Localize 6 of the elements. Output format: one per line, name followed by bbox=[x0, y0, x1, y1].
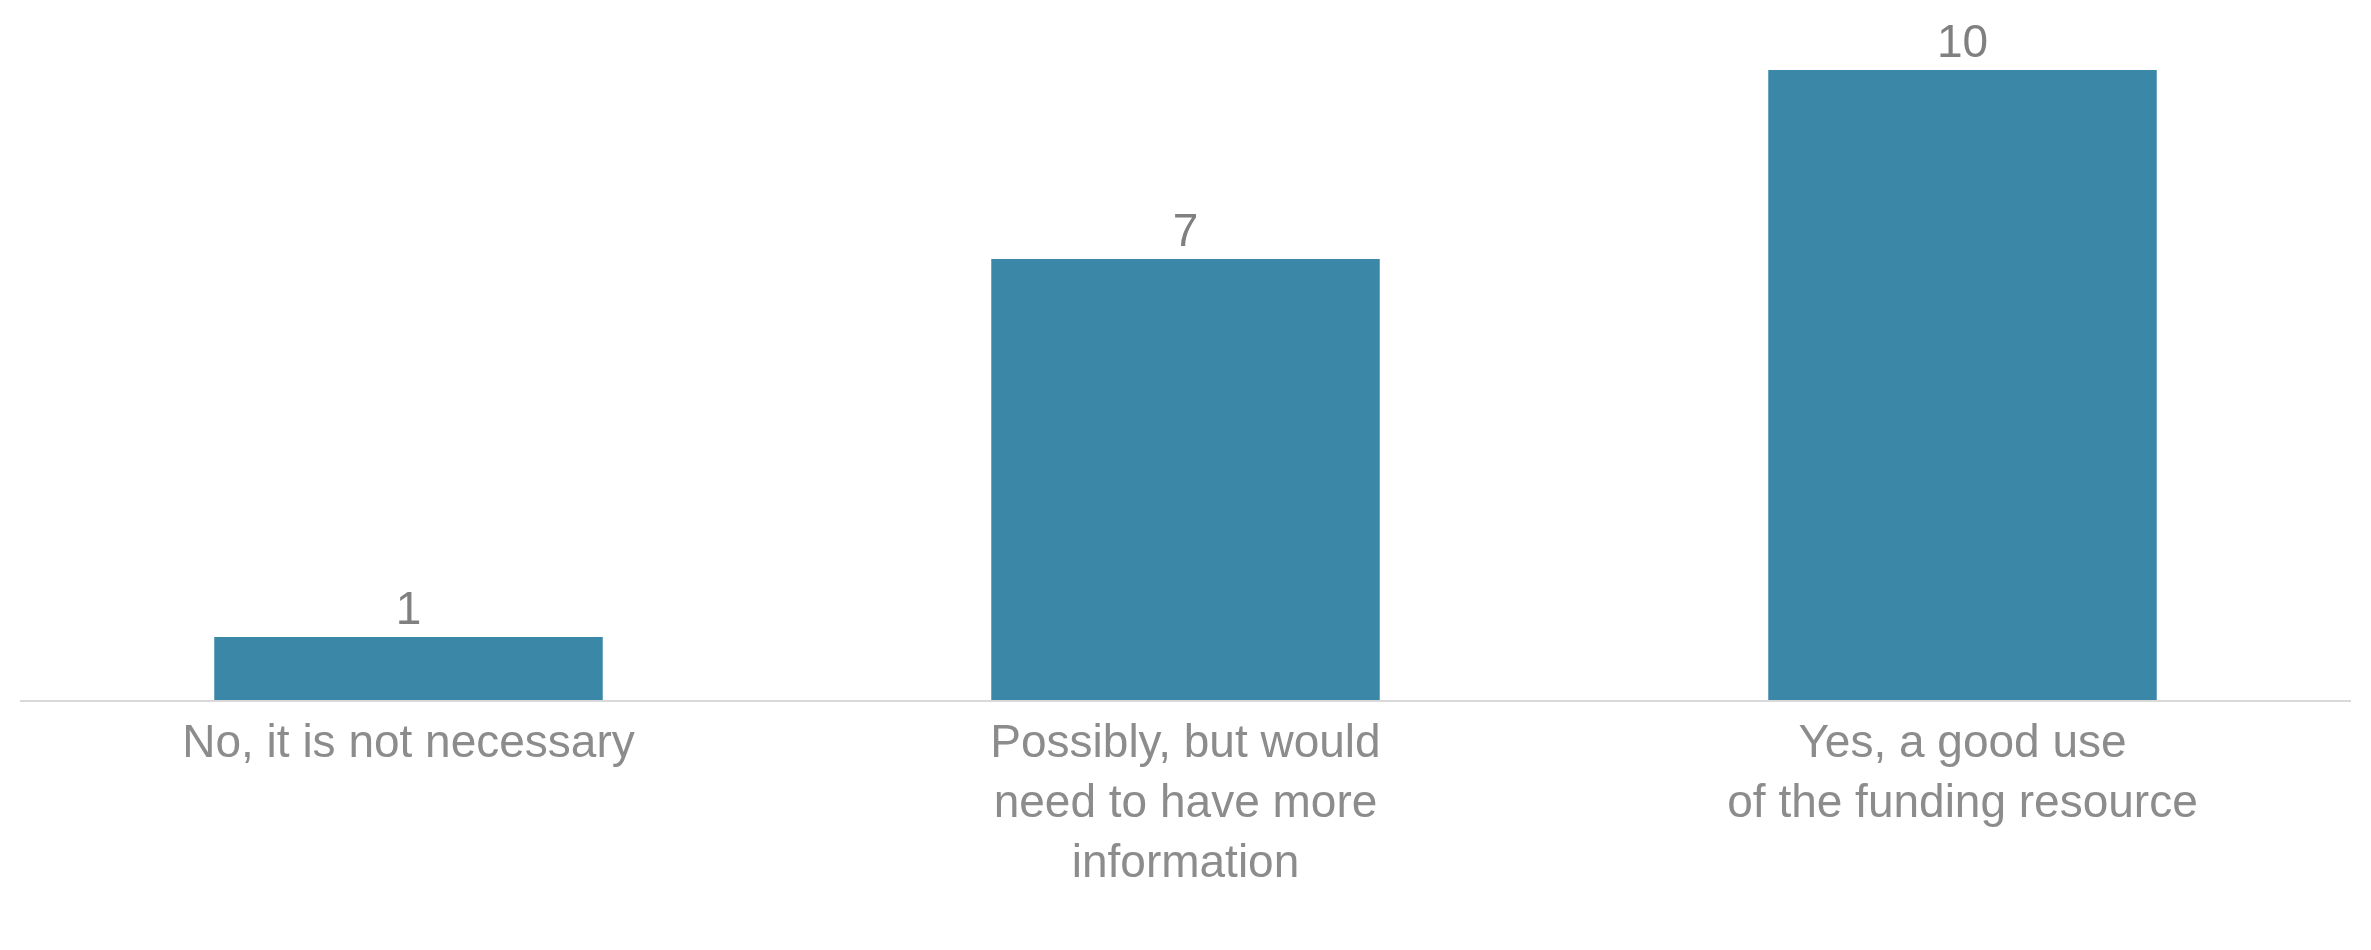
data-label: 10 bbox=[1936, 15, 1989, 67]
x-tick-label: Possibly, but would need to have more information bbox=[990, 715, 1381, 887]
x-tick-label: No, it is not necessary bbox=[182, 715, 635, 768]
data-label: 7 bbox=[1172, 204, 1199, 256]
data-label: 1 bbox=[395, 582, 422, 634]
x-tick-label: Yes, a good use of the funding resource bbox=[1727, 715, 2198, 827]
